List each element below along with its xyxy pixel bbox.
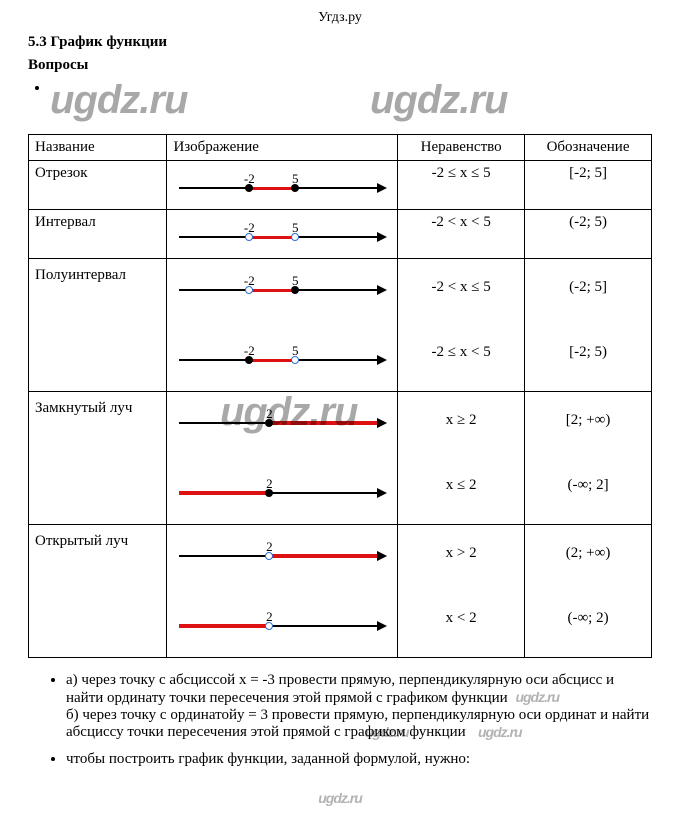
row-name: Открытый луч — [29, 525, 167, 658]
watermark: ugdz.ru — [318, 790, 362, 806]
table-row: Открытый луч 2 2 x > 2 x < 2 — [29, 525, 652, 658]
table-row: Замкнутый луч 2 2 x ≥ 2 x ≤ 2 — [29, 392, 652, 525]
number-line: 2 — [179, 492, 379, 494]
bullet-list: а) через точку с абсциссой x = -3 провес… — [66, 672, 652, 768]
row-image: 2 2 — [167, 392, 398, 525]
row-name: Интервал — [29, 210, 167, 259]
row-inequality: x > 2 x < 2 — [398, 525, 525, 658]
source-link: Угдз.ру — [28, 10, 652, 26]
bullet-text-b: б) через точку с ординатойy = 3 провести… — [66, 707, 652, 741]
subtitle: Вопросы — [28, 57, 652, 74]
row-image: -2 5 — [167, 161, 398, 210]
intervals-table: Название Изображение Неравенство Обознач… — [28, 134, 652, 658]
row-inequality: -2 ≤ x ≤ 5 — [398, 161, 525, 210]
number-line: -2 5 — [179, 187, 379, 189]
list-item: а) через точку с абсциссой x = -3 провес… — [66, 672, 652, 741]
row-image: 2 2 — [167, 525, 398, 658]
row-notation: [-2; 5] — [525, 161, 652, 210]
row-notation: [2; +∞) (-∞; 2] — [525, 392, 652, 525]
row-image: -2 5 -2 5 — [167, 259, 398, 392]
header-inequality: Неравенство — [398, 135, 525, 161]
header-image: Изображение — [167, 135, 398, 161]
row-inequality: -2 < x < 5 — [398, 210, 525, 259]
table-row: Полуинтервал -2 5 -2 5 — [29, 259, 652, 392]
list-item: чтобы построить график функции, заданной… — [66, 751, 652, 768]
number-line: -2 5 — [179, 236, 379, 238]
number-line: 2 — [179, 555, 379, 557]
header-notation: Обозначение — [525, 135, 652, 161]
number-line: 2 — [179, 422, 379, 424]
row-notation: (-2; 5] [-2; 5) — [525, 259, 652, 392]
bullet-blank — [50, 80, 652, 134]
table-row: Интервал -2 5 -2 < x < 5 (-2; 5) — [29, 210, 652, 259]
row-inequality: -2 < x ≤ 5 -2 ≤ x < 5 — [398, 259, 525, 392]
row-notation: (-2; 5) — [525, 210, 652, 259]
number-line: -2 5 — [179, 289, 379, 291]
table-row: Отрезок -2 5 -2 ≤ x ≤ 5 [-2; 5] — [29, 161, 652, 210]
table-header-row: Название Изображение Неравенство Обознач… — [29, 135, 652, 161]
row-inequality: x ≥ 2 x ≤ 2 — [398, 392, 525, 525]
number-line: 2 — [179, 625, 379, 627]
row-image: -2 5 — [167, 210, 398, 259]
header-name: Название — [29, 135, 167, 161]
row-name: Полуинтервал — [29, 259, 167, 392]
row-name: Отрезок — [29, 161, 167, 210]
section-title: 5.3 График функции — [28, 34, 652, 51]
number-line: -2 5 — [179, 359, 379, 361]
row-name: Замкнутый луч — [29, 392, 167, 525]
bullet-text-a: а) через точку с абсциссой x = -3 провес… — [66, 672, 652, 707]
row-notation: (2; +∞) (-∞; 2) — [525, 525, 652, 658]
